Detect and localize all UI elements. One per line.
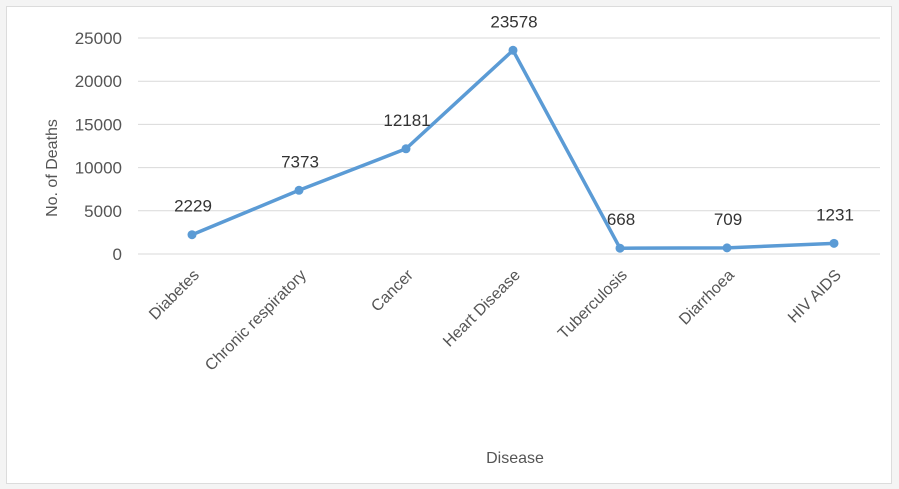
data-label: 7373	[281, 152, 319, 171]
data-label: 12181	[383, 111, 430, 130]
gridlines	[138, 38, 880, 254]
y-axis-tick-labels: 0 5000 10000 15000 20000 25000	[75, 29, 122, 264]
x-category-label: Cancer	[368, 266, 417, 315]
x-category-label: Diarrhoea	[676, 267, 738, 329]
data-point	[188, 230, 197, 239]
data-point	[295, 186, 304, 195]
data-point	[616, 244, 625, 253]
data-label: 709	[714, 210, 742, 229]
data-point	[402, 144, 411, 153]
x-category-label: Heart Disease	[440, 267, 524, 351]
data-labels: 2229 7373 12181 23578 668 709 1231	[174, 12, 854, 229]
data-label: 668	[607, 210, 635, 229]
y-axis-title: No. of Deaths	[44, 119, 61, 217]
data-point	[723, 243, 732, 252]
data-label: 23578	[490, 12, 537, 31]
y-tick-label: 5000	[84, 202, 122, 221]
x-axis-category-labels: Diabetes Chronic respiratory Cancer Heart D…	[146, 266, 845, 374]
y-tick-label: 15000	[75, 115, 122, 134]
x-category-label: Chronic respiratory	[202, 267, 310, 375]
data-label: 2229	[174, 197, 212, 216]
data-point	[509, 46, 518, 55]
data-label: 1231	[816, 205, 854, 224]
y-tick-label: 0	[113, 245, 122, 264]
data-point	[830, 239, 839, 248]
x-category-label: HIV AIDS	[785, 267, 845, 327]
y-tick-label: 20000	[75, 72, 122, 91]
y-tick-label: 10000	[75, 159, 122, 178]
x-category-label: Diabetes	[146, 267, 203, 324]
y-tick-label: 25000	[75, 29, 122, 48]
x-axis-title: Disease	[486, 450, 544, 467]
x-category-label: Tuberculosis	[555, 267, 631, 343]
